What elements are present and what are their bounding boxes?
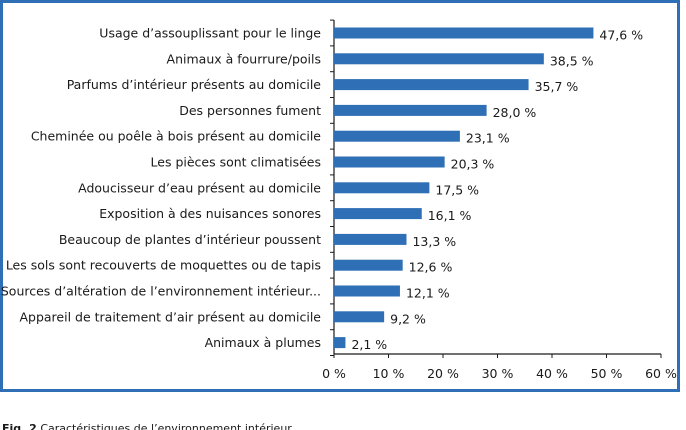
- x-tick-label: 40 %: [536, 366, 568, 381]
- data-label: 23,1 %: [466, 131, 510, 146]
- data-label: 9,2 %: [390, 311, 426, 326]
- bar: [334, 156, 445, 168]
- category-label: Parfums d’intérieur présents au domicile: [67, 77, 322, 92]
- category-label: Animaux à plumes: [205, 335, 321, 350]
- bar-chart: 0 % 10 % 20 % 30 % 40 % 50 % 60 % Usage d’assou…: [1, 19, 677, 381]
- bar: [334, 53, 544, 65]
- category-label: Les pièces sont climatisées: [151, 155, 321, 170]
- category-label: Beaucoup de plantes d’intérieur poussent: [59, 232, 321, 247]
- figure-caption: Fig. 2 Caractéristiques de l’environneme…: [2, 422, 292, 430]
- bar: [334, 311, 385, 323]
- category-label: Adoucisseur d’eau présent au domicile: [78, 180, 321, 195]
- category-label: Les sols sont recouverts de moquettes ou…: [6, 258, 321, 273]
- bar: [334, 79, 529, 91]
- caption-label: Fig. 2: [2, 422, 37, 430]
- caption-text: Caractéristiques de l’environnement inté…: [40, 422, 292, 430]
- bar: [334, 208, 422, 220]
- category-label: Usage d’assouplissant pour le linge: [99, 26, 321, 41]
- data-label: 12,1 %: [406, 286, 450, 301]
- bar: [334, 259, 403, 271]
- category-label: Animaux à fourrure/poils: [167, 51, 321, 66]
- data-label: 16,1 %: [428, 208, 472, 223]
- data-label: 2,1 %: [351, 337, 387, 352]
- category-label: Cheminée ou poêle à bois présent au domi…: [31, 129, 321, 144]
- x-tick-label: 30 %: [482, 366, 514, 381]
- bar: [334, 27, 594, 39]
- bar: [334, 130, 460, 142]
- category-label: Appareil de traitement d’air présent au …: [19, 309, 321, 324]
- x-tick-label: 60 %: [645, 366, 677, 381]
- x-tick-label: 10 %: [373, 366, 405, 381]
- data-label: 12,6 %: [409, 260, 453, 275]
- bar: [334, 233, 407, 245]
- bar: [334, 285, 400, 297]
- data-label: 17,5 %: [435, 182, 479, 197]
- data-label: 20,3 %: [451, 157, 495, 172]
- data-label: 35,7 %: [535, 79, 579, 94]
- category-label: Sources d’altération de l’environnement …: [1, 284, 321, 299]
- category-label: Exposition à des nuisances sonores: [99, 206, 321, 221]
- category-label: Des personnes fument: [179, 103, 321, 118]
- bar: [334, 104, 487, 116]
- x-tick-label: 50 %: [591, 366, 623, 381]
- data-label: 47,6 %: [599, 28, 643, 43]
- chart-frame: [0, 0, 680, 392]
- x-tick-label: 0 %: [322, 366, 346, 381]
- bar: [334, 182, 430, 194]
- x-tick-label: 20 %: [427, 366, 459, 381]
- data-label: 28,0 %: [493, 105, 537, 120]
- bar: [334, 337, 346, 349]
- data-label: 13,3 %: [412, 234, 456, 249]
- data-label: 38,5 %: [550, 53, 594, 68]
